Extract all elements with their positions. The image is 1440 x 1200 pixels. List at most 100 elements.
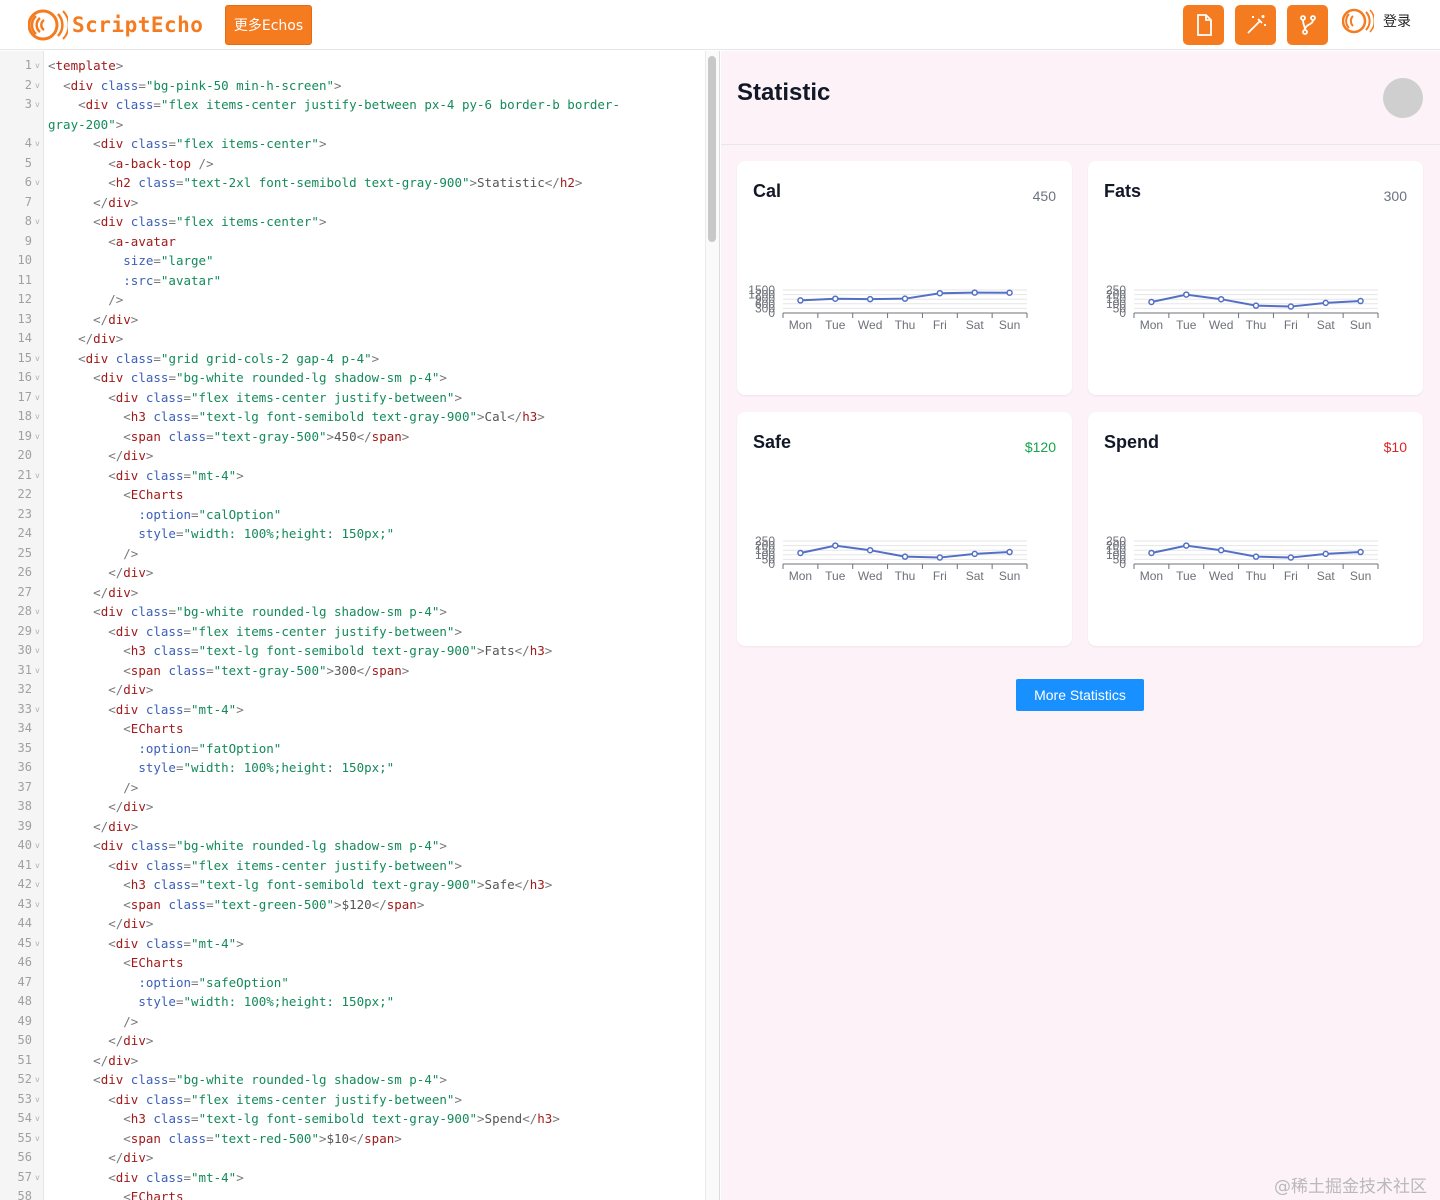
fold-chevron-icon[interactable]: v (35, 880, 40, 889)
code-line[interactable]: 51 </div> (18, 1051, 698, 1071)
code-line[interactable]: 57 v <div class="mt-4"> (18, 1168, 698, 1188)
code-line[interactable]: 26 </div> (18, 563, 698, 583)
code-line[interactable]: 5 <a-back-top /> (25, 154, 698, 174)
code-line[interactable]: 30 v <h3 class="text-lg font-semibold tex… (18, 641, 698, 661)
code-line[interactable]: 17 v <div class="flex items-center justif… (18, 388, 698, 408)
code-line[interactable]: 24 style="width: 100%;height: 150px;" (18, 524, 698, 544)
fold-chevron-icon[interactable]: v (35, 860, 40, 870)
code-line[interactable]: 56 </div> (18, 1148, 698, 1168)
editor-scroll-thumb[interactable] (708, 56, 716, 242)
fold-chevron-icon[interactable]: v (35, 470, 40, 480)
fold-chevron-icon[interactable]: v (35, 431, 40, 441)
code-line[interactable]: 38 </div> (18, 797, 698, 817)
fold-chevron-icon[interactable]: v (35, 626, 40, 636)
user-echo-icon[interactable] (1342, 6, 1374, 36)
code-line[interactable]: 45 v <div class="mt-4"> (18, 934, 698, 954)
code-line[interactable]: 47 :option="safeOption" (18, 973, 698, 993)
code-line[interactable]: 52 v <div class="bg-white rounded-lg shad… (18, 1070, 698, 1090)
code-line[interactable]: 27 </div> (18, 583, 698, 603)
code-line[interactable]: 33 v <div class="mt-4"> (18, 700, 698, 720)
code-line[interactable]: 58 <ECharts (18, 1187, 698, 1200)
code-line[interactable]: 46 <ECharts (18, 953, 698, 973)
code-line[interactable]: 42 v <h3 class="text-lg font-semibold tex… (18, 875, 698, 895)
logo[interactable]: ScriptEcho (28, 6, 203, 44)
code-line[interactable]: 54 v <h3 class="text-lg font-semibold tex… (18, 1109, 698, 1129)
code-line[interactable]: 9 <a-avatar (25, 232, 698, 252)
code-area[interactable]: 1 v <template> 2 v <div class="bg-pink-50 mi… (18, 56, 698, 1200)
branch-button[interactable] (1287, 5, 1328, 45)
code-line[interactable]: 7 </div> (25, 193, 698, 213)
login-link[interactable]: 登录 (1383, 14, 1411, 30)
fold-chevron-icon[interactable]: v (35, 607, 40, 616)
magic-wand-button[interactable] (1235, 5, 1276, 45)
code-line[interactable]: 41 v <div class="flex items-center justif… (18, 856, 698, 876)
fold-chevron-icon[interactable]: v (35, 665, 40, 675)
code-line[interactable]: 44 </div> (18, 914, 698, 934)
fold-chevron-icon[interactable]: v (35, 899, 40, 909)
code-editor[interactable]: 1 v <template> 2 v <div class="bg-pink-50 mi… (0, 51, 720, 1200)
code-line[interactable]: 23 :option="calOption" (18, 505, 698, 525)
fold-chevron-icon[interactable]: v (35, 178, 40, 187)
code-line[interactable]: 43 v <span class="text-green-500">$120</s… (18, 895, 698, 915)
file-button[interactable] (1183, 5, 1224, 45)
fold-chevron-icon[interactable]: v (35, 353, 40, 363)
code-line[interactable]: 25 /> (18, 544, 698, 564)
code-line[interactable]: 40 v <div class="bg-white rounded-lg shad… (18, 836, 698, 856)
code-line[interactable]: 14 </div> (18, 329, 698, 349)
code-line[interactable]: 55 v <span class="text-red-500">$10</span… (18, 1129, 698, 1149)
fold-chevron-icon[interactable]: v (35, 1094, 40, 1104)
code-line[interactable]: 37 /> (18, 778, 698, 798)
fold-chevron-icon[interactable]: v (35, 139, 40, 148)
code-line[interactable]: 15 v <div class="grid grid-cols-2 gap-4 p… (18, 349, 698, 369)
code-line[interactable]: 36 style="width: 100%;height: 150px;" (18, 758, 698, 778)
fold-chevron-icon[interactable]: v (35, 646, 40, 655)
fold-chevron-icon[interactable]: v (35, 1075, 40, 1084)
avatar[interactable] (1383, 78, 1423, 118)
code-line[interactable]: 31 v <span class="text-gray-500">300</spa… (18, 661, 698, 681)
fold-chevron-icon[interactable]: v (35, 938, 40, 948)
fold-chevron-icon[interactable]: v (35, 1172, 40, 1182)
code-line[interactable]: 32 </div> (18, 680, 698, 700)
fold-chevron-icon[interactable]: v (35, 412, 40, 421)
fold-chevron-icon[interactable]: v (35, 704, 40, 714)
more-echos-button[interactable]: 更多Echos (225, 5, 312, 45)
fold-chevron-icon[interactable]: v (35, 80, 40, 90)
code-line[interactable]: 19 v <span class="text-gray-500">450</spa… (18, 427, 698, 447)
fold-chevron-icon[interactable]: v (35, 100, 40, 109)
code-line[interactable]: 18 v <h3 class="text-lg font-semibold tex… (18, 407, 698, 427)
code-line[interactable]: 34 <ECharts (18, 719, 698, 739)
code-line[interactable]: 22 <ECharts (18, 485, 698, 505)
code-line[interactable]: 29 v <div class="flex items-center justif… (18, 622, 698, 642)
code-line[interactable]: 11 :src="avatar" (18, 271, 698, 291)
code-line[interactable]: gray-200"> (48, 115, 698, 135)
fold-chevron-icon[interactable]: v (35, 1133, 40, 1143)
fold-chevron-icon[interactable]: v (35, 217, 40, 226)
code-line[interactable]: 12 /> (18, 290, 698, 310)
fold-chevron-icon[interactable]: v (35, 392, 40, 402)
code-line[interactable]: 10 size="large" (18, 251, 698, 271)
code-line[interactable]: 49 /> (18, 1012, 698, 1032)
more-statistics-button[interactable]: More Statistics (1016, 679, 1144, 711)
fold-chevron-icon[interactable]: v (35, 373, 40, 382)
code-line[interactable]: 50 </div> (18, 1031, 698, 1051)
code-line[interactable]: 13 </div> (18, 310, 698, 330)
fold-chevron-icon[interactable]: v (35, 61, 40, 70)
code-line[interactable]: 21 v <div class="mt-4"> (18, 466, 698, 486)
fold-chevron-icon[interactable]: v (35, 841, 40, 850)
code-line[interactable]: 48 style="width: 100%;height: 150px;" (18, 992, 698, 1012)
code-line[interactable]: 53 v <div class="flex items-center justif… (18, 1090, 698, 1110)
code-line[interactable]: 20 </div> (18, 446, 698, 466)
code-line[interactable]: 35 :option="fatOption" (18, 739, 698, 759)
fold-chevron-icon[interactable]: v (35, 1114, 40, 1123)
code-line[interactable]: 28 v <div class="bg-white rounded-lg shad… (18, 602, 698, 622)
code-line[interactable]: 1 v <template> (25, 56, 698, 76)
